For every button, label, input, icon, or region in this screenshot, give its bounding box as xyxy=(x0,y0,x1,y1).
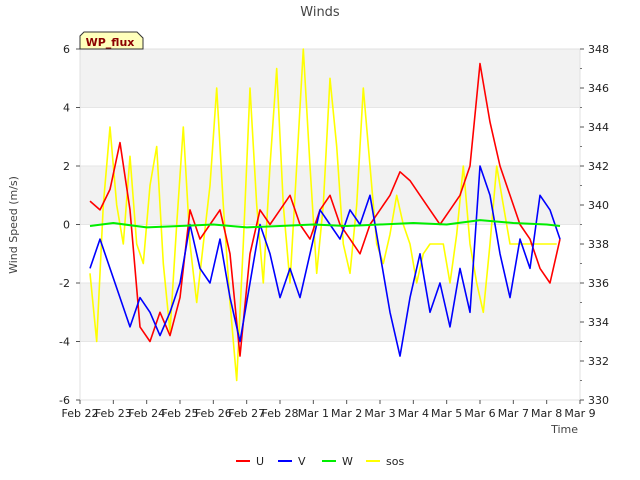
x-tick-label: Mar 8 xyxy=(531,407,562,420)
x-tick-label: Feb 26 xyxy=(195,407,232,420)
y-axis-left: -6 -4 -2 0 2 4 6 xyxy=(59,43,80,407)
grid-band xyxy=(80,283,580,342)
y-tick-label: 0 xyxy=(63,219,70,232)
y2-tick-label: 344 xyxy=(588,121,609,134)
legend-label-sos: sos xyxy=(386,455,404,468)
x-tick-label: Mar 9 xyxy=(564,407,595,420)
y-tick-label: 6 xyxy=(63,43,70,56)
legend-label-v: V xyxy=(298,455,306,468)
y2-tick-label: 348 xyxy=(588,43,609,56)
series-line-v xyxy=(89,165,561,357)
x-tick-label: Mar 4 xyxy=(398,407,429,420)
y2-tick-label: 338 xyxy=(588,238,609,251)
badge-shape xyxy=(79,31,144,50)
y2-tick-label: 342 xyxy=(588,160,609,173)
x-axis-title: Time xyxy=(550,423,578,436)
y-axis-right: 330 332 334 336 338 340 342 344 346 348 xyxy=(580,43,609,407)
series-group xyxy=(89,48,561,382)
y2-tick-label: 340 xyxy=(588,199,609,212)
x-tick-label: Feb 27 xyxy=(228,407,265,420)
y-tick-label: 4 xyxy=(63,102,70,115)
y2-tick-label: 330 xyxy=(588,394,609,407)
badge-label: WP_flux xyxy=(86,36,135,49)
x-tick-label: Feb 23 xyxy=(95,407,132,420)
y2-tick-label: 332 xyxy=(588,355,609,368)
x-tick-label: Mar 2 xyxy=(331,407,362,420)
x-tick-label: Mar 1 xyxy=(298,407,329,420)
x-tick-label: Feb 28 xyxy=(262,407,299,420)
legend-label-w: W xyxy=(342,455,353,468)
y-tick-label: -6 xyxy=(59,394,70,407)
y-axis-title: Wind Speed (m/s) xyxy=(7,176,20,274)
y-tick-label: -4 xyxy=(59,336,70,349)
x-tick-label: Feb 24 xyxy=(128,407,165,420)
grid-band xyxy=(80,107,580,166)
x-tick-label: Mar 5 xyxy=(431,407,462,420)
x-tick-label: Mar 6 xyxy=(464,407,495,420)
y-tick-label: -2 xyxy=(59,277,70,290)
x-tick-label: Mar 3 xyxy=(364,407,395,420)
y2-tick-label: 346 xyxy=(588,82,609,95)
y2-tick-label: 334 xyxy=(588,316,609,329)
x-tick-label: Feb 25 xyxy=(162,407,199,420)
y-tick-label: 2 xyxy=(63,160,70,173)
chart-title: Winds xyxy=(300,5,340,20)
badge: WP_flux xyxy=(79,31,144,50)
series-line-u xyxy=(89,62,561,357)
y2-tick-label: 336 xyxy=(588,277,609,290)
legend-label-u: U xyxy=(256,455,264,468)
series-line-w xyxy=(89,219,561,229)
grid-band xyxy=(80,341,580,400)
x-tick-label: Feb 22 xyxy=(62,407,99,420)
x-tick-label: Mar 7 xyxy=(498,407,529,420)
